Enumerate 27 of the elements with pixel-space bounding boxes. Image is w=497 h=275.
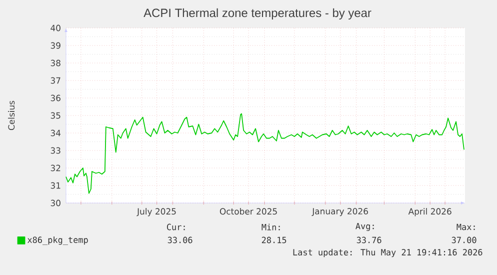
x-tick-label: October 2025	[220, 208, 277, 215]
text: 33.06	[168, 236, 192, 244]
text: 28.15	[262, 236, 286, 244]
text: Last update: Thu May 21 19:41:16 2026	[293, 248, 482, 258]
x-tick-label: April 2026	[408, 208, 452, 216]
y-tick-label: 37	[50, 77, 60, 84]
y-tick-label: 33	[50, 147, 60, 154]
y-tick-label: 34	[50, 130, 61, 136]
x-tick-label: January 2026	[312, 208, 368, 216]
y-tick-label: 40	[50, 24, 60, 32]
text: Avg:	[356, 223, 374, 231]
y-axis-title: Celsius	[8, 100, 15, 130]
text: 37.00	[452, 236, 476, 244]
y-tick-label: 38	[50, 60, 60, 66]
text: 33.76	[356, 236, 382, 244]
text: Min:	[262, 224, 280, 230]
legend-label: x86_pkg_temp	[28, 236, 88, 245]
text: Max:	[456, 224, 475, 230]
chart-title: ACPI Thermal zone temperatures - by year	[144, 8, 372, 20]
y-tick-label: 36	[50, 94, 60, 102]
x-tick-label: July 2025	[136, 208, 176, 216]
y-tick-label: 30	[50, 200, 60, 206]
y-tick-label: 35	[50, 112, 60, 119]
text: Cur:	[166, 224, 185, 230]
y-tick-label: 39	[50, 42, 60, 49]
y-tick-label: 32	[50, 164, 60, 172]
y-tick-label: 31	[50, 182, 60, 189]
